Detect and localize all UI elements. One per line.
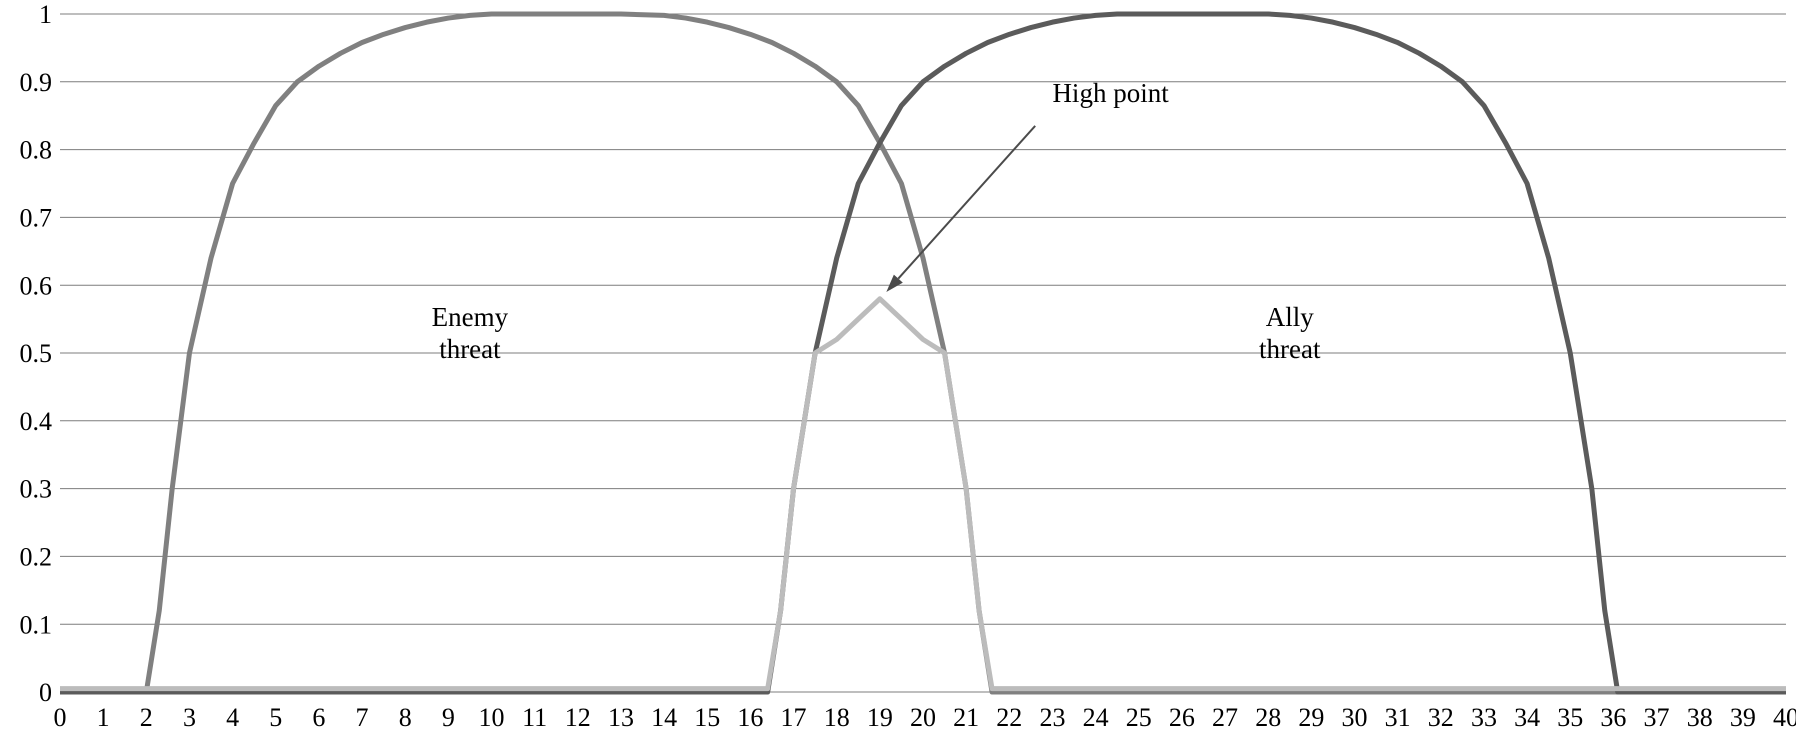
x-tick-label: 15 xyxy=(694,703,720,732)
x-tick-label: 33 xyxy=(1471,703,1497,732)
x-tick-label: 17 xyxy=(781,703,807,732)
x-tick-label: 12 xyxy=(565,703,591,732)
x-tick-label: 27 xyxy=(1212,703,1238,732)
svg-text:threat: threat xyxy=(439,334,501,364)
x-tick-label: 11 xyxy=(522,703,547,732)
x-tick-label: 6 xyxy=(312,703,325,732)
x-tick-label: 31 xyxy=(1385,703,1411,732)
y-tick-label: 0.1 xyxy=(20,610,53,639)
x-tick-label: 13 xyxy=(608,703,634,732)
x-tick-label: 14 xyxy=(651,703,677,732)
x-tick-label: 32 xyxy=(1428,703,1454,732)
x-tick-label: 7 xyxy=(356,703,369,732)
x-tick-label: 36 xyxy=(1600,703,1626,732)
x-tick-label: 3 xyxy=(183,703,196,732)
x-tick-label: 22 xyxy=(996,703,1022,732)
enemy-label: Enemythreat xyxy=(432,302,509,364)
y-tick-label: 0.5 xyxy=(20,339,53,368)
x-tick-label: 1 xyxy=(97,703,110,732)
y-tick-label: 0.8 xyxy=(20,136,53,165)
series-intersection xyxy=(60,299,1786,689)
x-tick-label: 24 xyxy=(1083,703,1109,732)
x-tick-label: 16 xyxy=(737,703,763,732)
x-tick-label: 28 xyxy=(1255,703,1281,732)
x-tick-label: 21 xyxy=(953,703,979,732)
ally-label: Allythreat xyxy=(1259,302,1321,364)
svg-text:Enemy: Enemy xyxy=(432,302,509,332)
x-tick-label: 30 xyxy=(1342,703,1368,732)
x-tick-label: 25 xyxy=(1126,703,1152,732)
x-tick-label: 39 xyxy=(1730,703,1756,732)
x-tick-label: 26 xyxy=(1169,703,1195,732)
y-tick-label: 0.7 xyxy=(20,204,53,233)
x-tick-label: 9 xyxy=(442,703,455,732)
y-tick-label: 1 xyxy=(39,0,52,29)
x-tick-label: 38 xyxy=(1687,703,1713,732)
x-tick-label: 8 xyxy=(399,703,412,732)
x-tick-label: 20 xyxy=(910,703,936,732)
x-tick-label: 10 xyxy=(479,703,505,732)
x-tick-label: 2 xyxy=(140,703,153,732)
x-tick-label: 5 xyxy=(269,703,282,732)
threat-chart: 00.10.20.30.40.50.60.70.80.9101234567891… xyxy=(0,0,1796,735)
x-tick-label: 35 xyxy=(1557,703,1583,732)
y-tick-label: 0.9 xyxy=(20,68,53,97)
x-tick-label: 18 xyxy=(824,703,850,732)
svg-text:Ally: Ally xyxy=(1266,302,1315,332)
x-tick-label: 34 xyxy=(1514,703,1540,732)
x-tick-label: 4 xyxy=(226,703,239,732)
x-tick-label: 19 xyxy=(867,703,893,732)
x-tick-label: 29 xyxy=(1298,703,1324,732)
y-tick-label: 0 xyxy=(39,678,52,707)
svg-text:threat: threat xyxy=(1259,334,1321,364)
y-tick-label: 0.6 xyxy=(20,271,53,300)
high-point-label: High point xyxy=(1052,78,1169,108)
x-tick-label: 0 xyxy=(54,703,67,732)
x-tick-label: 23 xyxy=(1039,703,1065,732)
x-tick-label: 40 xyxy=(1773,703,1796,732)
y-tick-label: 0.4 xyxy=(20,407,53,436)
svg-text:High point: High point xyxy=(1052,78,1169,108)
high-point-arrow-shaft xyxy=(898,126,1035,279)
x-tick-label: 37 xyxy=(1644,703,1670,732)
y-tick-label: 0.3 xyxy=(20,475,53,504)
y-tick-label: 0.2 xyxy=(20,543,53,572)
